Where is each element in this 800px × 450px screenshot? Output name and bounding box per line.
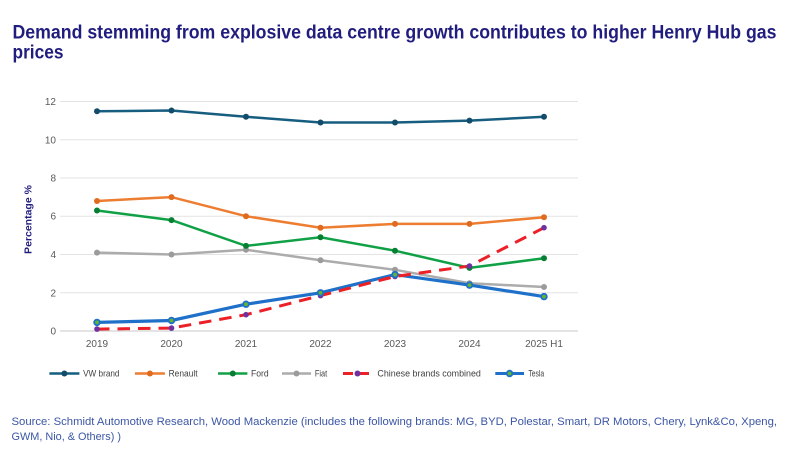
svg-text:Fiat: Fiat [315, 369, 328, 379]
svg-text:2020: 2020 [160, 339, 183, 350]
svg-text:4: 4 [50, 250, 56, 261]
svg-text:Percentage %: Percentage % [23, 184, 35, 254]
svg-text:VW brand: VW brand [83, 369, 119, 379]
svg-text:0: 0 [50, 327, 56, 338]
svg-text:Ford: Ford [251, 369, 269, 379]
svg-text:2: 2 [50, 288, 56, 299]
svg-text:Demand stemming from explosive: Demand stemming from explosive data cent… [13, 23, 777, 44]
svg-text:2024: 2024 [458, 339, 481, 350]
svg-text:2021: 2021 [235, 339, 258, 350]
svg-text:GWM, Nio, & Others) ): GWM, Nio, & Others) ) [12, 431, 122, 443]
svg-text:Renault: Renault [169, 369, 198, 379]
svg-text:Source: Schmidt Automotive Res: Source: Schmidt Automotive Research, Woo… [12, 416, 778, 428]
svg-text:6: 6 [50, 212, 56, 223]
svg-text:2022: 2022 [309, 339, 332, 350]
svg-text:Tesla: Tesla [528, 369, 544, 379]
svg-text:2025 H1: 2025 H1 [525, 339, 563, 350]
svg-text:10: 10 [45, 135, 57, 146]
svg-text:Chinese brands combined: Chinese brands combined [377, 369, 481, 379]
svg-text:prices: prices [13, 43, 64, 64]
svg-text:2023: 2023 [384, 339, 407, 350]
svg-text:12: 12 [45, 97, 57, 108]
svg-text:2019: 2019 [86, 339, 109, 350]
svg-text:8: 8 [50, 174, 56, 185]
